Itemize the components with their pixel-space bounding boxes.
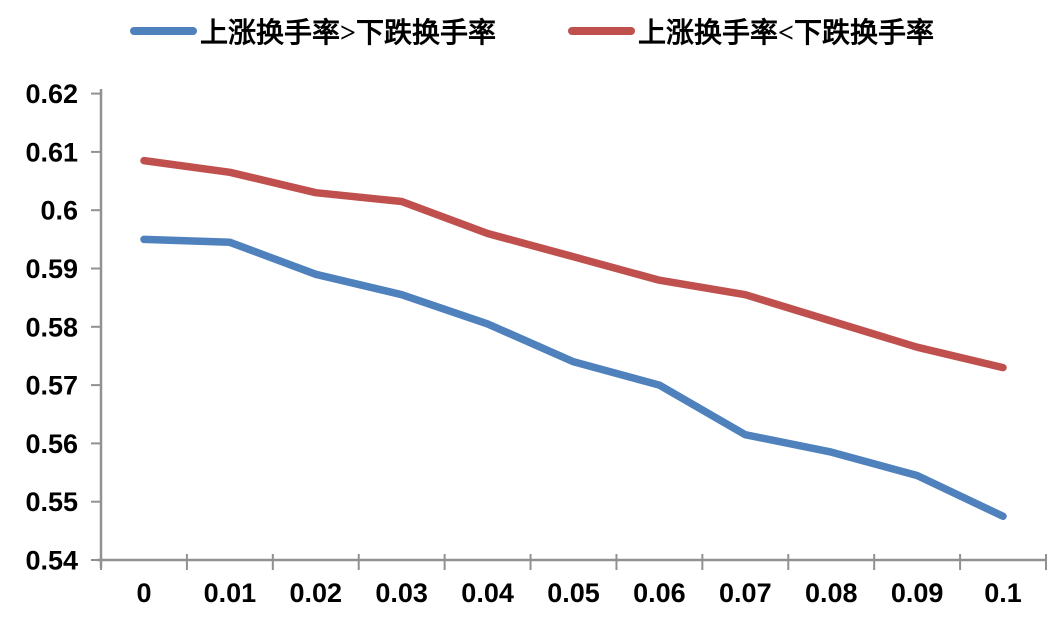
x-tick-label: 0.02 xyxy=(289,578,342,608)
y-tick-label: 0.61 xyxy=(25,137,78,167)
y-tick-label: 0.59 xyxy=(25,254,78,284)
y-tick-label: 0.55 xyxy=(25,487,78,517)
legend-label-rising-gt-falling: 上涨换手率>下跌换手率 xyxy=(200,18,496,49)
x-tick-label: 0.07 xyxy=(719,578,772,608)
x-tick-label: 0.03 xyxy=(375,578,428,608)
legend-item-rising-lt-falling: 上涨换手率<下跌换手率 xyxy=(568,13,934,49)
y-tick-label: 0.58 xyxy=(25,312,78,342)
x-tick-label: 0 xyxy=(136,578,151,608)
x-tick-label: 0.1 xyxy=(984,578,1022,608)
x-tick-label: 0.06 xyxy=(633,578,686,608)
y-tick-label: 0.54 xyxy=(25,546,78,576)
x-tick-label: 0.08 xyxy=(805,578,858,608)
x-tick-label: 0.01 xyxy=(204,578,257,608)
legend-swatch-red-line xyxy=(568,27,635,35)
x-tick-label: 0.09 xyxy=(891,578,944,608)
legend-item-rising-gt-falling: 上涨换手率>下跌换手率 xyxy=(130,13,496,49)
series-line-1 xyxy=(140,156,1007,372)
legend-swatch-blue-line xyxy=(130,27,197,35)
x-tick-label: 0.05 xyxy=(547,578,600,608)
y-tick-label: 0.6 xyxy=(40,196,78,226)
y-tick-label: 0.56 xyxy=(25,429,78,459)
y-tick-label: 0.62 xyxy=(25,79,78,109)
y-tick-label: 0.57 xyxy=(25,371,78,401)
series-line-0 xyxy=(140,235,1007,521)
legend-label-rising-lt-falling: 上涨换手率<下跌换手率 xyxy=(638,18,934,49)
x-tick-label: 0.04 xyxy=(461,578,514,608)
